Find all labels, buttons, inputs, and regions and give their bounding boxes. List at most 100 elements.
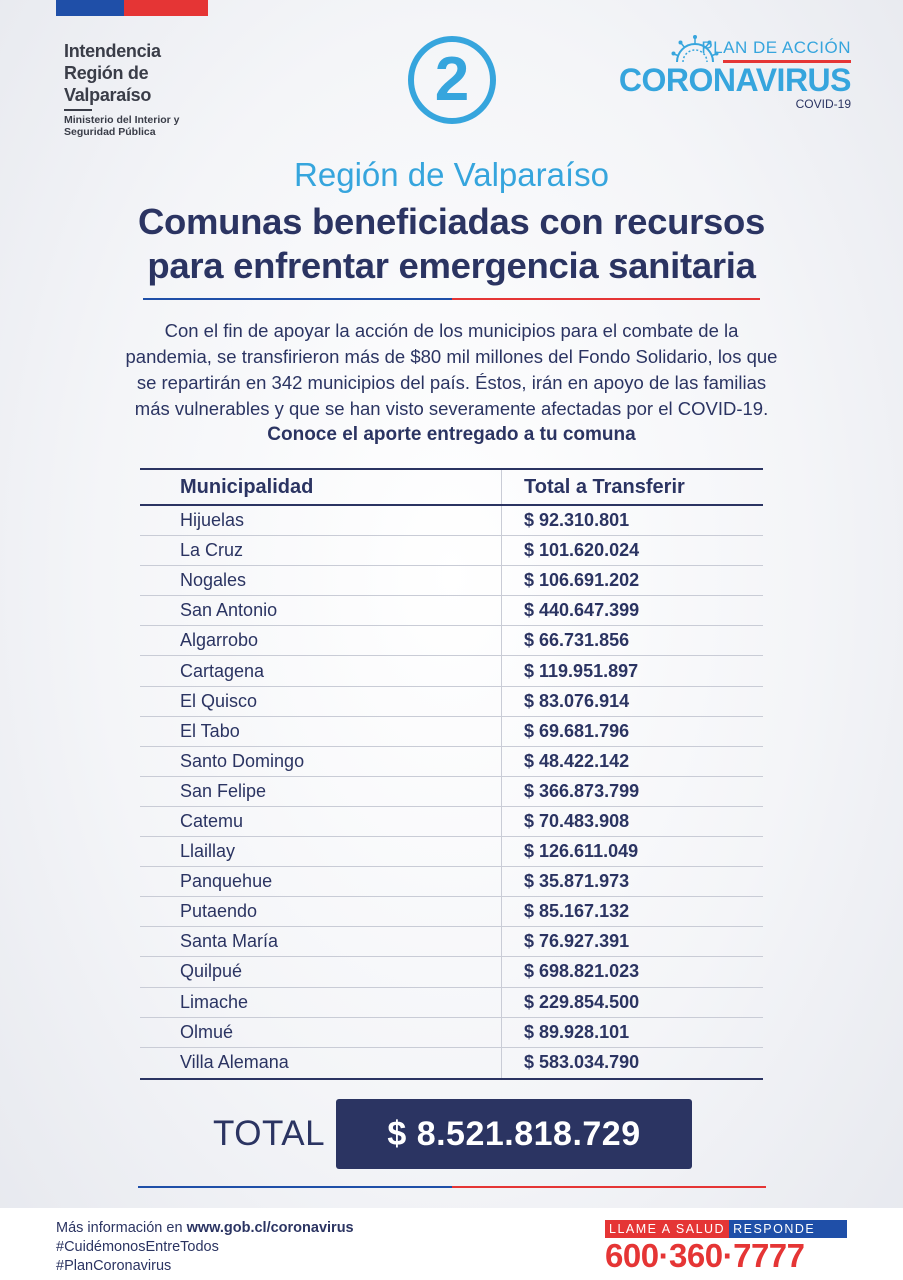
amount-cell: $ 126.611.049	[502, 837, 763, 866]
transfer-amount: $ 66.731.856	[524, 630, 630, 651]
total-value: $ 8.521.818.729	[387, 1114, 641, 1153]
table-row: Algarrobo $ 66.731.856	[140, 626, 763, 657]
municipality-name: Hijuelas	[180, 510, 245, 531]
municipality-cell: Algarrobo	[140, 626, 502, 656]
total-label: TOTAL	[213, 1114, 326, 1153]
municipality-name: San Felipe	[180, 780, 267, 801]
institution-divider	[64, 109, 92, 111]
municipality-name: Santa María	[180, 931, 279, 952]
municipality-cell: Llaillay	[140, 837, 502, 867]
transfer-amount: $ 48.422.142	[524, 750, 630, 771]
table-row: Catemu $ 70.483.908	[140, 806, 763, 838]
more-info-link[interactable]: www.gob.cl/coronavirus	[186, 1220, 354, 1236]
amount-cell: $ 101.620.024	[502, 536, 763, 565]
salud-responde-logo: LLAME A SALUD RESPONDE 600·360·7777	[605, 1220, 847, 1274]
page-title: Comunas beneficiadas con recursos para e…	[137, 201, 766, 286]
municipality-name: La Cruz	[180, 540, 244, 561]
amount-cell: $ 583.034.790	[502, 1048, 763, 1078]
hotline-part1: LLAME A SALUD	[605, 1220, 730, 1238]
more-info: Más información en www.gob.cl/coronaviru…	[56, 1218, 354, 1238]
table-row: Quilpué $ 698.821.023	[140, 957, 763, 988]
municipality-cell: Quilpué	[140, 957, 502, 987]
municipality-cell: El Quisco	[140, 686, 502, 716]
footer-divider	[138, 1186, 766, 1188]
amount-cell: $ 70.483.908	[502, 807, 763, 836]
table-row: Limache $ 229.854.500	[140, 987, 763, 1018]
municipality-name: Limache	[180, 991, 249, 1012]
table-row: Panquehue $ 35.871.973	[140, 867, 763, 898]
transfer-amount: $ 76.927.391	[524, 931, 630, 952]
flag-stripe	[56, 0, 208, 16]
table-row: Nogales $ 106.691.202	[140, 566, 763, 597]
table-row: Putaendo $ 85.167.132	[140, 897, 763, 928]
intro-paragraph: Con el fin de apoyar la acción de los mu…	[125, 320, 778, 419]
header-municipality: Municipalidad	[180, 475, 314, 498]
amount-cell: $ 69.681.796	[502, 717, 763, 746]
transfer-amount: $ 440.647.399	[524, 600, 640, 621]
total-box: $ 8.521.818.729	[336, 1099, 692, 1169]
municipality-cell: Limache	[140, 987, 502, 1017]
municipality-name: San Antonio	[180, 600, 278, 621]
region-heading: Región de Valparaíso	[294, 156, 609, 193]
transfer-amount: $ 366.873.799	[524, 780, 640, 801]
table-row: Olmué $ 89.928.101	[140, 1017, 763, 1048]
header-total: Total a Transferir	[524, 475, 685, 498]
hotline-phone[interactable]: 600·360·7777	[605, 1237, 805, 1274]
municipality-cell: Catemu	[140, 806, 502, 837]
municipality-cell: Olmué	[140, 1017, 502, 1047]
table-row: El Quisco $ 83.076.914	[140, 686, 763, 717]
municipality-cell: Santo Domingo	[140, 746, 502, 776]
plan-coronavirus-logo: PLAN DE ACCIÓN CORONAVIRUS COVID-19	[601, 32, 852, 111]
table-header: Municipalidad Total a Transferir	[140, 470, 763, 506]
institution-logo: Intendencia Región de Valparaíso Ministe…	[64, 40, 234, 138]
amount-cell: $ 83.076.914	[502, 687, 763, 716]
hashtags: #CuidémonosEntreTodos #PlanCoronavirus	[56, 1239, 219, 1274]
transfer-amount: $ 583.034.790	[524, 1052, 640, 1073]
transfer-amount: $ 89.928.101	[524, 1021, 630, 1042]
municipality-cell: La Cruz	[140, 536, 502, 566]
table-row: San Felipe $ 366.873.799	[140, 776, 763, 807]
municipality-name: El Tabo	[180, 720, 240, 741]
amount-cell: $ 35.871.973	[502, 867, 763, 896]
plan-subtitle: COVID-19	[795, 97, 851, 111]
municipality-name: El Quisco	[180, 690, 258, 711]
more-info-prefix: Más información en	[56, 1220, 187, 1236]
amount-cell: $ 698.821.023	[502, 957, 763, 986]
municipality-cell: San Antonio	[140, 596, 502, 626]
municipality-name: Olmué	[180, 1021, 234, 1042]
title-divider-red	[451, 298, 760, 300]
footer-divider-red	[452, 1186, 766, 1188]
amount-cell: $ 48.422.142	[502, 747, 763, 776]
step-number: 2	[434, 45, 470, 114]
table-row: Villa Alemana $ 583.034.790	[140, 1047, 763, 1078]
amount-cell: $ 229.854.500	[502, 988, 763, 1017]
amount-cell: $ 76.927.391	[502, 927, 763, 956]
table-row: San Antonio $ 440.647.399	[140, 596, 763, 627]
municipality-cell: Panquehue	[140, 867, 502, 897]
transfer-amount: $ 69.681.796	[524, 720, 630, 741]
amount-cell: $ 85.167.132	[502, 897, 763, 926]
amount-cell: $ 106.691.202	[502, 566, 763, 595]
transfer-amount: $ 85.167.132	[524, 901, 630, 922]
title-divider-blue	[143, 298, 452, 300]
table-body: Hijuelas $ 92.310.801 La Cruz $ 101.620.024…	[140, 506, 763, 1078]
municipality-cell: Cartagena	[140, 656, 502, 686]
municipality-cell: Putaendo	[140, 897, 502, 927]
ministry-name: Ministerio del Interior y Seguridad Públ…	[64, 114, 180, 138]
municipality-table: Municipalidad Total a Transferir Hijuela…	[140, 468, 763, 1080]
municipality-name: Cartagena	[180, 660, 265, 681]
coronavirus-icon	[671, 35, 719, 62]
plan-label: PLAN DE ACCIÓN	[701, 38, 851, 57]
amount-cell: $ 66.731.856	[502, 626, 763, 655]
municipality-cell: Villa Alemana	[140, 1047, 502, 1078]
municipality-name: Panquehue	[180, 871, 273, 892]
transfer-amount: $ 70.483.908	[524, 810, 630, 831]
footer: Más información en www.gob.cl/coronaviru…	[0, 1208, 903, 1280]
flag-stripe-blue	[56, 0, 124, 16]
municipality-name: Algarrobo	[180, 630, 259, 651]
municipality-name: Nogales	[180, 570, 247, 591]
table-row: Santa María $ 76.927.391	[140, 927, 763, 958]
table-caption: Conoce el aporte entregado a tu comuna	[267, 424, 636, 445]
transfer-amount: $ 229.854.500	[524, 991, 640, 1012]
footer-divider-blue	[138, 1186, 452, 1188]
